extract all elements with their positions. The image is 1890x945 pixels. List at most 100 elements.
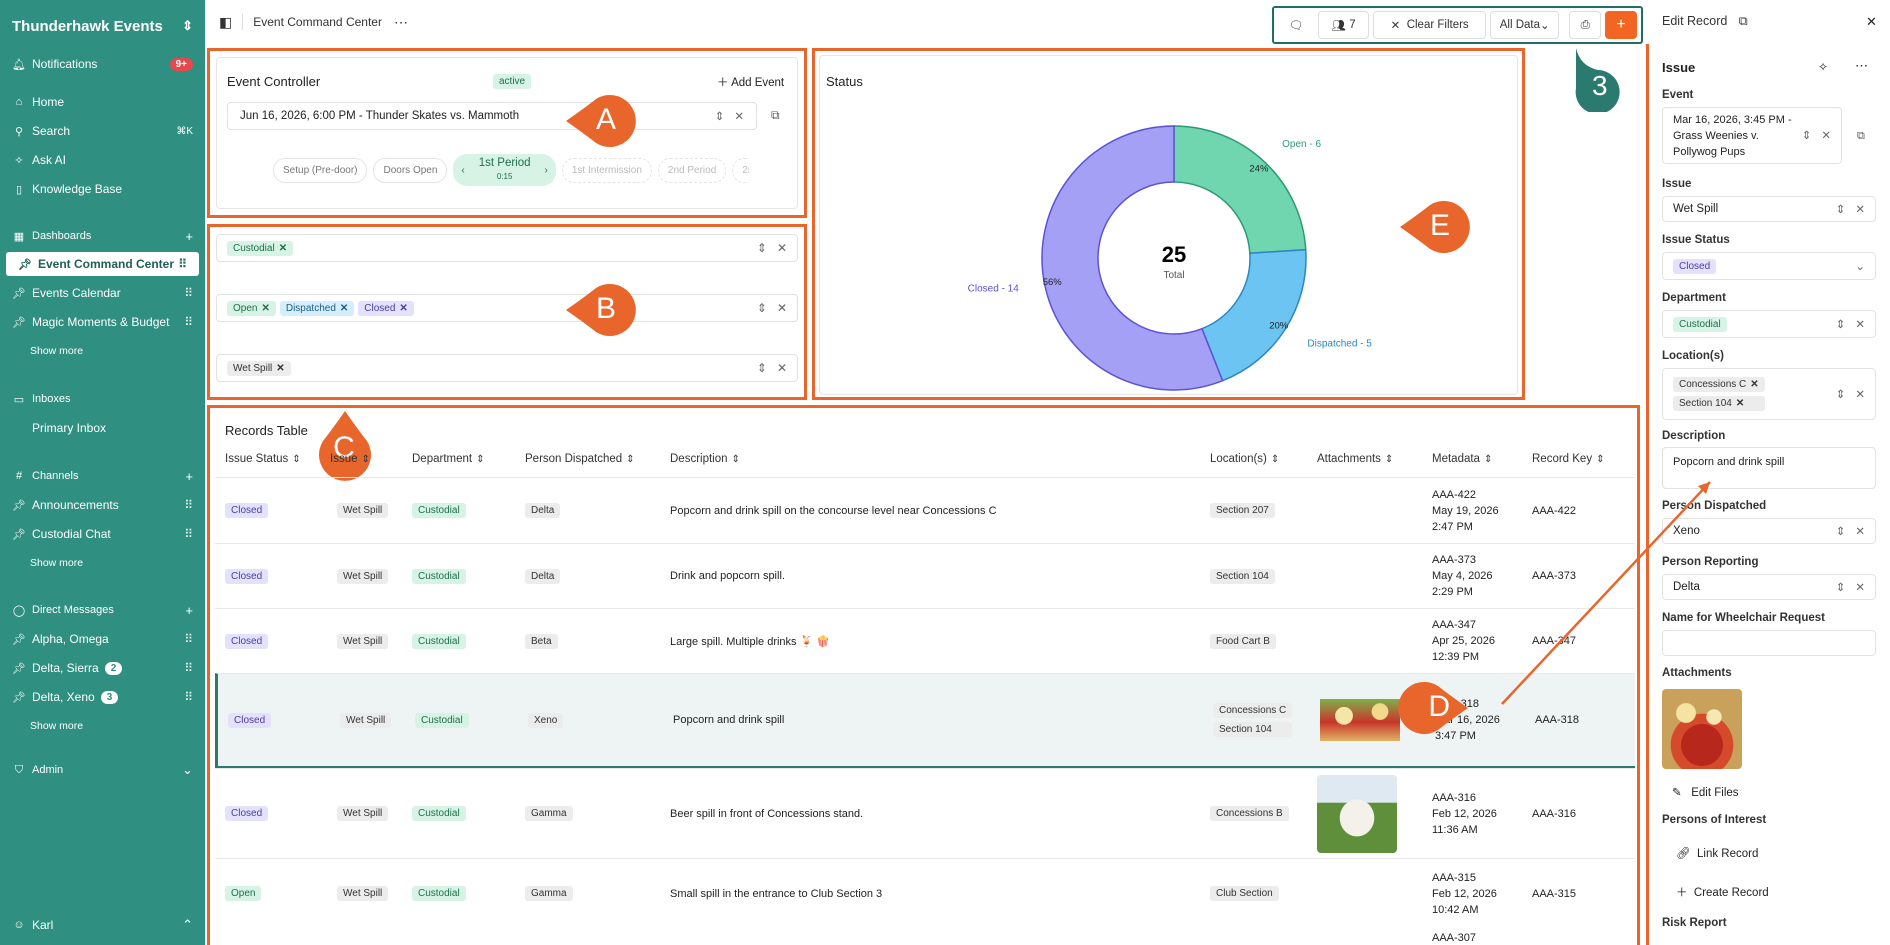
- sidebar-section-channels[interactable]: # Channels +: [0, 464, 205, 488]
- filter-chip[interactable]: Closed ✕: [358, 300, 414, 316]
- updown-icon[interactable]: ⇕: [1835, 389, 1846, 401]
- donut-slice[interactable]: [1201, 248, 1307, 382]
- table-row[interactable]: Closed Wet Spill Custodial Delta Drink and p…: [215, 543, 1635, 608]
- sidebar-item-dm[interactable]: 📌︎ Alpha, Omega ⠿: [0, 627, 205, 651]
- sidebar-item-announcements[interactable]: 📌︎ Announcements ⠿: [0, 493, 205, 517]
- column-header[interactable]: Issue ⇕: [330, 448, 370, 470]
- more-options-icon[interactable]: ⋯: [1855, 58, 1868, 73]
- clear-filters-button[interactable]: ✕ Clear Filters: [1373, 11, 1487, 39]
- remove-chip-icon[interactable]: ✕: [261, 302, 270, 314]
- chevron-down-icon[interactable]: ⌄: [1855, 261, 1865, 273]
- remove-chip-icon[interactable]: ✕: [1735, 398, 1745, 409]
- all-data-select[interactable]: All Data ⌄: [1490, 11, 1560, 39]
- create-record-button[interactable]: ＋ Create Record: [1676, 884, 1769, 900]
- open-event-icon[interactable]: ⧉: [1857, 130, 1865, 142]
- locations-field[interactable]: Concessions C ✕ Section 104 ✕ ⇕ ✕: [1662, 368, 1876, 420]
- phase-1st-intermission[interactable]: 1st Intermission: [561, 157, 652, 183]
- remove-chip-icon[interactable]: ✕: [278, 242, 288, 254]
- sort-icon[interactable]: ⇕: [1483, 453, 1493, 465]
- sort-icon[interactable]: ⇕: [731, 453, 740, 465]
- drag-handle-icon[interactable]: ⠿: [184, 632, 193, 646]
- clear-icon[interactable]: ✕: [1855, 582, 1865, 594]
- table-row[interactable]: Closed Wet Spill Custodial Delta Popcorn and…: [215, 477, 1635, 543]
- sidebar-section-direct-messages[interactable]: ◯ Direct Messages +: [0, 598, 205, 622]
- column-header[interactable]: Location(s) ⇕: [1210, 448, 1279, 470]
- remove-chip-icon[interactable]: ✕: [339, 302, 349, 314]
- updown-icon[interactable]: ⇕: [1801, 129, 1812, 142]
- sort-icon[interactable]: ⇕: [1270, 453, 1280, 465]
- sidebar-item-notifications[interactable]: 🔔︎ Notifications 9+: [0, 52, 205, 76]
- column-header[interactable]: Attachments ⇕: [1317, 448, 1393, 470]
- chat-icon-button[interactable]: 🗨︎: [1278, 11, 1314, 39]
- donut-slice[interactable]: [1173, 125, 1307, 255]
- add-event-button[interactable]: ＋ Add Event: [717, 74, 784, 90]
- person-reporting-field[interactable]: Delta ⇕ ✕: [1662, 574, 1876, 600]
- updown-icon[interactable]: ⇕: [1835, 319, 1846, 331]
- event-select[interactable]: Jun 16, 2026, 6:00 PM - Thunder Skates v…: [227, 102, 757, 130]
- drag-handle-icon[interactable]: ⠿: [184, 315, 193, 329]
- table-row[interactable]: Closed Wet Spill Custodial Xeno Popcorn and …: [215, 673, 1635, 768]
- phase-setup[interactable]: Setup (Pre-door): [273, 157, 368, 183]
- sort-icon[interactable]: ⇕: [292, 453, 301, 465]
- updown-icon[interactable]: ⇕: [1835, 204, 1846, 216]
- column-header[interactable]: Person Dispatched ⇕: [525, 448, 635, 470]
- description-field[interactable]: Popcorn and drink spill: [1662, 447, 1876, 489]
- open-external-icon[interactable]: ⧉: [1738, 14, 1748, 28]
- column-header[interactable]: Description ⇕: [670, 448, 740, 470]
- show-more-dashboards[interactable]: Show more: [30, 345, 84, 357]
- sidebar-item-dm[interactable]: 📌︎ Delta, Xeno 3 ⠿: [0, 685, 205, 709]
- table-row[interactable]: Closed Wet Spill Custodial Gamma Beer spill …: [215, 768, 1635, 858]
- updown-icon[interactable]: ⇕: [714, 111, 725, 123]
- table-row[interactable]: Closed Wet Spill Custodial Beta Large spill.…: [215, 608, 1635, 673]
- filter-chip[interactable]: Wet Spill ✕: [227, 360, 291, 376]
- drag-handle-icon[interactable]: ⠿: [184, 498, 193, 512]
- updown-icon[interactable]: ⇕: [756, 241, 767, 255]
- sidebar-item-event-command-center[interactable]: 📌︎ Event Command Center ⠿: [6, 252, 199, 276]
- remove-chip-icon[interactable]: ✕: [1750, 379, 1759, 390]
- user-menu[interactable]: ☺ Karl ⌃: [0, 913, 205, 937]
- clear-icon[interactable]: ✕: [776, 301, 787, 315]
- sidebar-item-custodial-chat[interactable]: 📌︎ Custodial Chat ⠿: [0, 522, 205, 546]
- issue-status-field[interactable]: Closed ⌄: [1662, 252, 1876, 280]
- clear-icon[interactable]: ✕: [1855, 389, 1865, 401]
- column-header[interactable]: Record Key ⇕: [1532, 448, 1604, 470]
- sidebar-item-events-calendar[interactable]: 📌︎ Events Calendar ⠿: [0, 281, 205, 305]
- link-record-button[interactable]: 🔗︎ Link Record: [1676, 846, 1758, 860]
- phase-2nd-period[interactable]: 2nd Period: [657, 157, 727, 183]
- location-chip[interactable]: Section 104 ✕: [1673, 396, 1765, 411]
- drag-handle-icon[interactable]: ⠿: [178, 257, 187, 271]
- clear-icon[interactable]: ✕: [734, 111, 744, 123]
- attachment-thumbnail[interactable]: [1317, 774, 1397, 853]
- column-header[interactable]: Issue Status ⇕: [225, 448, 301, 470]
- sort-icon[interactable]: ⇕: [626, 453, 635, 465]
- sort-icon[interactable]: ⇕: [476, 453, 485, 465]
- sidebar-section-inboxes[interactable]: ▭ Inboxes: [0, 387, 205, 411]
- drag-handle-icon[interactable]: ⠿: [184, 527, 193, 541]
- users-button[interactable]: 👥︎ 7: [1317, 11, 1370, 39]
- sort-icon[interactable]: ⇕: [1384, 453, 1394, 465]
- updown-icon[interactable]: ⇕: [756, 301, 767, 315]
- phase-2nd-intermission[interactable]: 2nd Intermis: [732, 157, 749, 183]
- updown-icon[interactable]: ⇕: [1835, 526, 1846, 538]
- sort-icon[interactable]: ⇕: [1596, 453, 1605, 465]
- clear-icon[interactable]: ✕: [1855, 319, 1865, 331]
- sidebar-item-dm[interactable]: 📌︎ Delta, Sierra 2 ⠿: [0, 656, 205, 680]
- sidebar-toggle-icon[interactable]: ◧: [219, 13, 233, 30]
- sidebar-item-primary-inbox[interactable]: Primary Inbox: [32, 421, 107, 435]
- event-field[interactable]: Mar 16, 2026, 3:45 PM - Grass Weenies v.…: [1662, 107, 1842, 164]
- department-field[interactable]: Custodial ⇕ ✕: [1662, 310, 1876, 338]
- add-button[interactable]: +: [1605, 11, 1637, 39]
- next-phase-icon[interactable]: ›: [544, 164, 548, 176]
- sort-icon[interactable]: ⇕: [361, 453, 370, 465]
- show-more-dms[interactable]: Show more: [30, 720, 84, 732]
- print-button[interactable]: ⎙: [1569, 11, 1602, 39]
- wheelchair-field[interactable]: [1662, 630, 1876, 656]
- location-chip[interactable]: Concessions C ✕: [1673, 377, 1765, 392]
- add-dm-icon[interactable]: +: [185, 602, 193, 618]
- drag-handle-icon[interactable]: ⠿: [184, 661, 193, 675]
- edit-files-button[interactable]: ✎ Edit Files: [1672, 785, 1739, 799]
- add-dashboard-icon[interactable]: +: [185, 228, 193, 244]
- department-filter[interactable]: Custodial ✕ ⇕ ✕: [216, 234, 798, 262]
- remove-chip-icon[interactable]: ✕: [399, 302, 408, 314]
- drag-handle-icon[interactable]: ⠿: [184, 690, 193, 704]
